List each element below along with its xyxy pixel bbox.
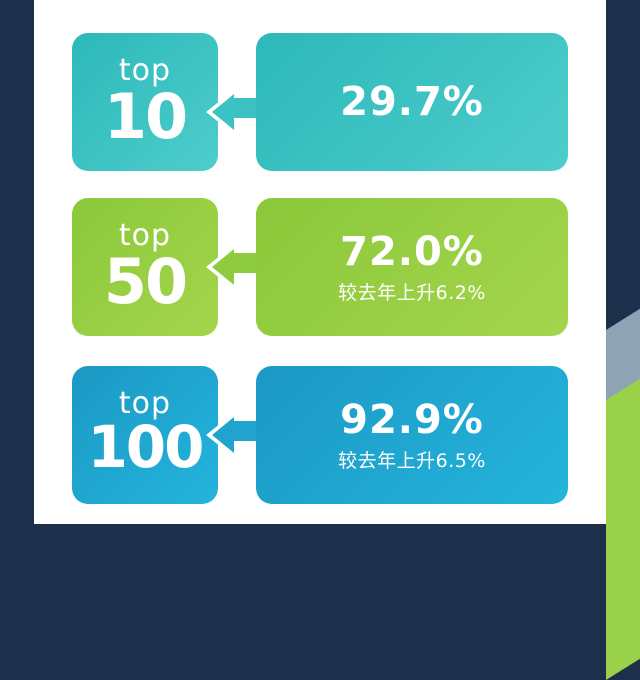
rank-card-top50: top 50 — [72, 198, 218, 336]
decorative-stripe-green — [606, 350, 640, 680]
rank-card-top100: top 100 — [72, 366, 218, 504]
rank-number: 100 — [87, 413, 204, 481]
value-card-top50: 72.0% 较去年上升6.2% — [256, 198, 568, 336]
value-change-note: 较去年上升6.5% — [338, 449, 486, 472]
rank-number: 10 — [103, 80, 188, 153]
value-percent: 72.0% — [340, 228, 484, 275]
value-percent: 92.9% — [340, 396, 484, 443]
content-panel: top 10 29.7% top 50 72.0% 较去年上升6.2% top … — [34, 0, 606, 524]
rank-card-top10: top 10 — [72, 33, 218, 171]
value-card-top10: 29.7% — [256, 33, 568, 171]
rank-top-label: top — [118, 386, 172, 421]
value-percent: 29.7% — [340, 79, 484, 125]
value-change-note: 较去年上升6.2% — [338, 281, 486, 304]
value-card-top100: 92.9% 较去年上升6.5% — [256, 366, 568, 504]
rank-number: 50 — [103, 245, 188, 318]
rank-top-label: top — [118, 218, 172, 253]
rank-top-label: top — [118, 53, 172, 88]
